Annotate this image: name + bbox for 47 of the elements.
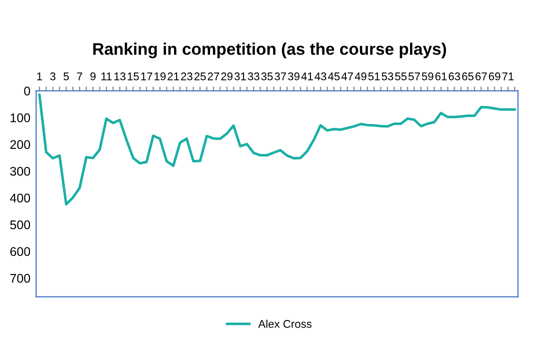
x-tick-label: 25 [194, 72, 206, 80]
x-tick-label: 35 [261, 72, 273, 80]
legend-label: Alex Cross [258, 320, 312, 328]
x-tick-label: 67 [476, 72, 487, 80]
x-tick-label: 69 [488, 72, 500, 80]
x-tick-label: 33 [248, 72, 260, 80]
x-tick-label: 39 [288, 72, 300, 80]
y-tick-label: 700 [10, 274, 30, 283]
x-tick-label: 9 [90, 72, 96, 80]
x-tick-label: 17 [141, 72, 152, 80]
x-tick-label: 13 [114, 72, 126, 80]
x-tick-label: 41 [301, 72, 313, 80]
x-tick-label: 71 [502, 72, 514, 80]
y-tick-label: 300 [10, 166, 30, 176]
x-tick-label: 65 [462, 72, 474, 80]
x-tick-label: 3 [50, 72, 56, 80]
x-tick-label: 51 [368, 72, 380, 80]
x-tick-label: 29 [221, 72, 233, 80]
chart-title: Ranking in competition (as the course plays) [93, 42, 446, 58]
x-tick-label: 45 [328, 72, 340, 80]
x-tick-label: 31 [234, 72, 246, 80]
x-tick-label: 15 [128, 72, 139, 80]
x-tick-label: 19 [154, 72, 166, 80]
line-series [38, 94, 516, 206]
x-tick-label: 63 [448, 72, 460, 80]
y-tick-label: 400 [10, 194, 30, 202]
x-tick-label: 7 [77, 72, 82, 80]
x-tick-label: 59 [422, 72, 434, 80]
y-tick-label: 0 [24, 86, 30, 96]
x-tick-label: 55 [395, 72, 407, 80]
y-tick-label: 200 [10, 140, 30, 149]
x-tick-label: 27 [208, 72, 220, 80]
x-tick-label: 43 [314, 72, 326, 80]
y-tick-label: 600 [10, 247, 30, 256]
y-tick-label: 100 [10, 113, 30, 122]
x-tick-label: 53 [382, 72, 394, 80]
x-tick-label: 5 [64, 72, 69, 80]
x-tick-label: 47 [341, 72, 353, 80]
x-tick-label: 23 [181, 72, 192, 80]
y-tick-label: 500 [10, 220, 30, 230]
x-tick-label: 21 [168, 72, 179, 80]
x-tick-label: 49 [354, 72, 366, 80]
x-tick-label: 57 [408, 72, 420, 80]
x-tick-label: 11 [101, 72, 112, 80]
x-tick-label: 61 [435, 72, 447, 80]
x-tick-label: 1 [37, 72, 42, 80]
x-tick-label: 37 [274, 72, 286, 80]
